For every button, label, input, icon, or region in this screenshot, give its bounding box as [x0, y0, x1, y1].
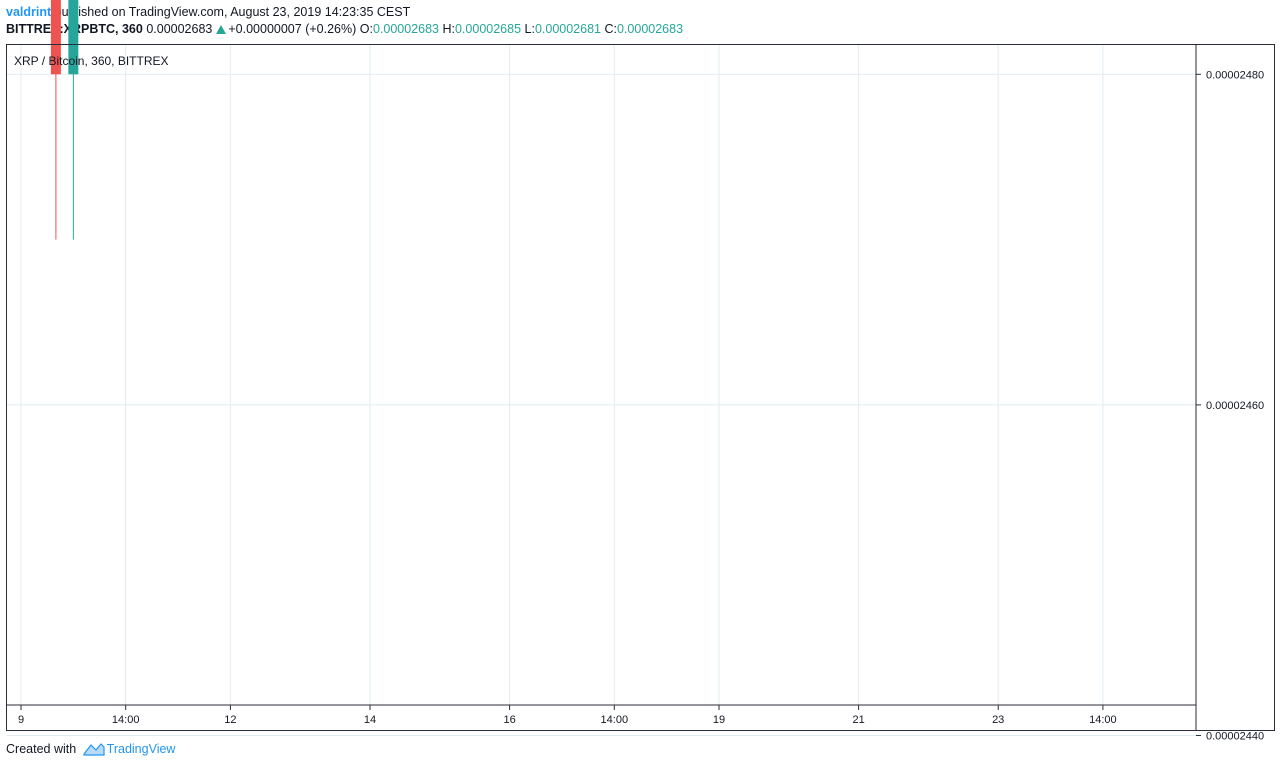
time-axis[interactable]: 9 14:00 12 14 16 14:00 19 21 23 14:00 — [7, 704, 1196, 726]
open-value: 0.00002683 — [372, 22, 439, 36]
publish-line: valdrint published on TradingView.com, A… — [6, 5, 410, 19]
x-tick-label: 19 — [713, 714, 725, 726]
candles — [50, 0, 79, 240]
x-tick-label: 14:00 — [1089, 714, 1117, 726]
x-tick-label: 14:00 — [112, 714, 140, 726]
published-text: published on TradingView.com, August 23,… — [54, 5, 411, 19]
grid-lines — [7, 45, 1196, 736]
price-axis[interactable]: 0.000024400.000024600.000024800.00002500… — [1195, 0, 1273, 743]
x-tick-label: 14 — [364, 714, 376, 726]
high-value: 0.00002685 — [454, 22, 522, 36]
y-tick-label: 0.00002480 — [1206, 69, 1264, 81]
candle-body — [50, 0, 61, 75]
created-with-text: Created with — [6, 742, 77, 756]
tradingview-brand[interactable]: TradingView — [106, 742, 176, 756]
chart-title: XRP / Bitcoin, 360, BITTREX — [14, 54, 169, 68]
candle — [50, 0, 61, 240]
author-name[interactable]: valdrint — [6, 5, 52, 19]
low-value: 0.00002681 — [534, 22, 601, 36]
x-tick-label: 14:00 — [601, 714, 629, 726]
tradingview-logo-icon — [83, 743, 105, 756]
candle-body — [68, 0, 79, 75]
y-tick-label: 0.00002460 — [1206, 400, 1264, 412]
high-label: H: — [442, 22, 455, 36]
x-tick-label: 16 — [503, 714, 515, 726]
candle — [68, 0, 79, 240]
footer: Created with TradingView — [6, 742, 175, 756]
x-tick-label: 9 — [18, 714, 24, 726]
x-tick-label: 23 — [992, 714, 1004, 726]
last-price: 0.00002683 — [146, 22, 213, 36]
close-value: 0.00002683 — [616, 22, 684, 36]
ohlc-line: BITTREX:XRPBTC, 360 0.00002683 +0.0000000… — [6, 22, 683, 36]
x-tick-label: 12 — [224, 714, 236, 726]
close-label: C: — [604, 22, 617, 36]
chart-frame — [6, 44, 1275, 731]
change-value: +0.00000007 (+0.26%) — [228, 22, 357, 36]
x-tick-label: 21 — [852, 714, 864, 726]
y-tick-label: 0.00002440 — [1206, 731, 1264, 743]
low-label: L: — [524, 22, 535, 36]
open-label: O: — [359, 22, 373, 36]
up-triangle-icon — [216, 25, 227, 34]
